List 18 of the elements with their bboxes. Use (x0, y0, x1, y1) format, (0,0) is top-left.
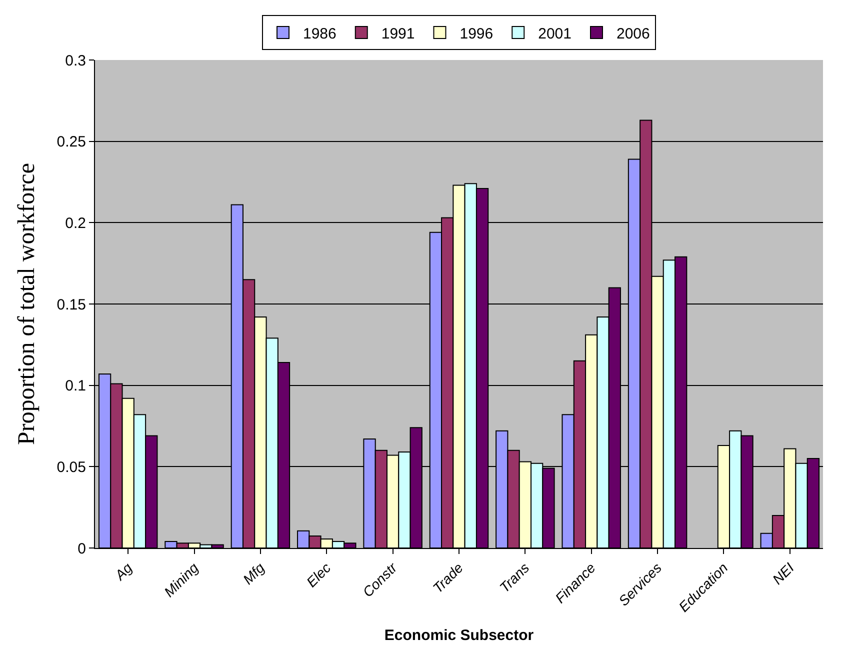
x-tick-label: Elec (303, 560, 334, 590)
x-tick-label: Mfg (240, 559, 268, 588)
legend-label: 1991 (381, 25, 415, 42)
y-tick-label: 0.25 (56, 134, 86, 151)
legend-label: 1996 (460, 25, 494, 42)
y-tick-label: 0.15 (56, 296, 86, 314)
y-tick-label: 0.1 (65, 378, 86, 395)
y-tick-label: 0.05 (56, 458, 86, 476)
y-axis-title: Proportion of total workforce (14, 163, 40, 445)
x-tick-label: NEI (769, 559, 798, 588)
legend-label: 2006 (616, 25, 650, 42)
y-tick-label: 0 (78, 540, 86, 558)
y-tick-label: 0.3 (65, 52, 86, 70)
legend-label: 2001 (538, 25, 572, 42)
x-axis-title: Economic Subsector (384, 626, 534, 644)
y-tick-label: 0.2 (65, 214, 86, 232)
legend-label: 1986 (303, 25, 336, 42)
x-tick-label: Ag (111, 559, 136, 584)
